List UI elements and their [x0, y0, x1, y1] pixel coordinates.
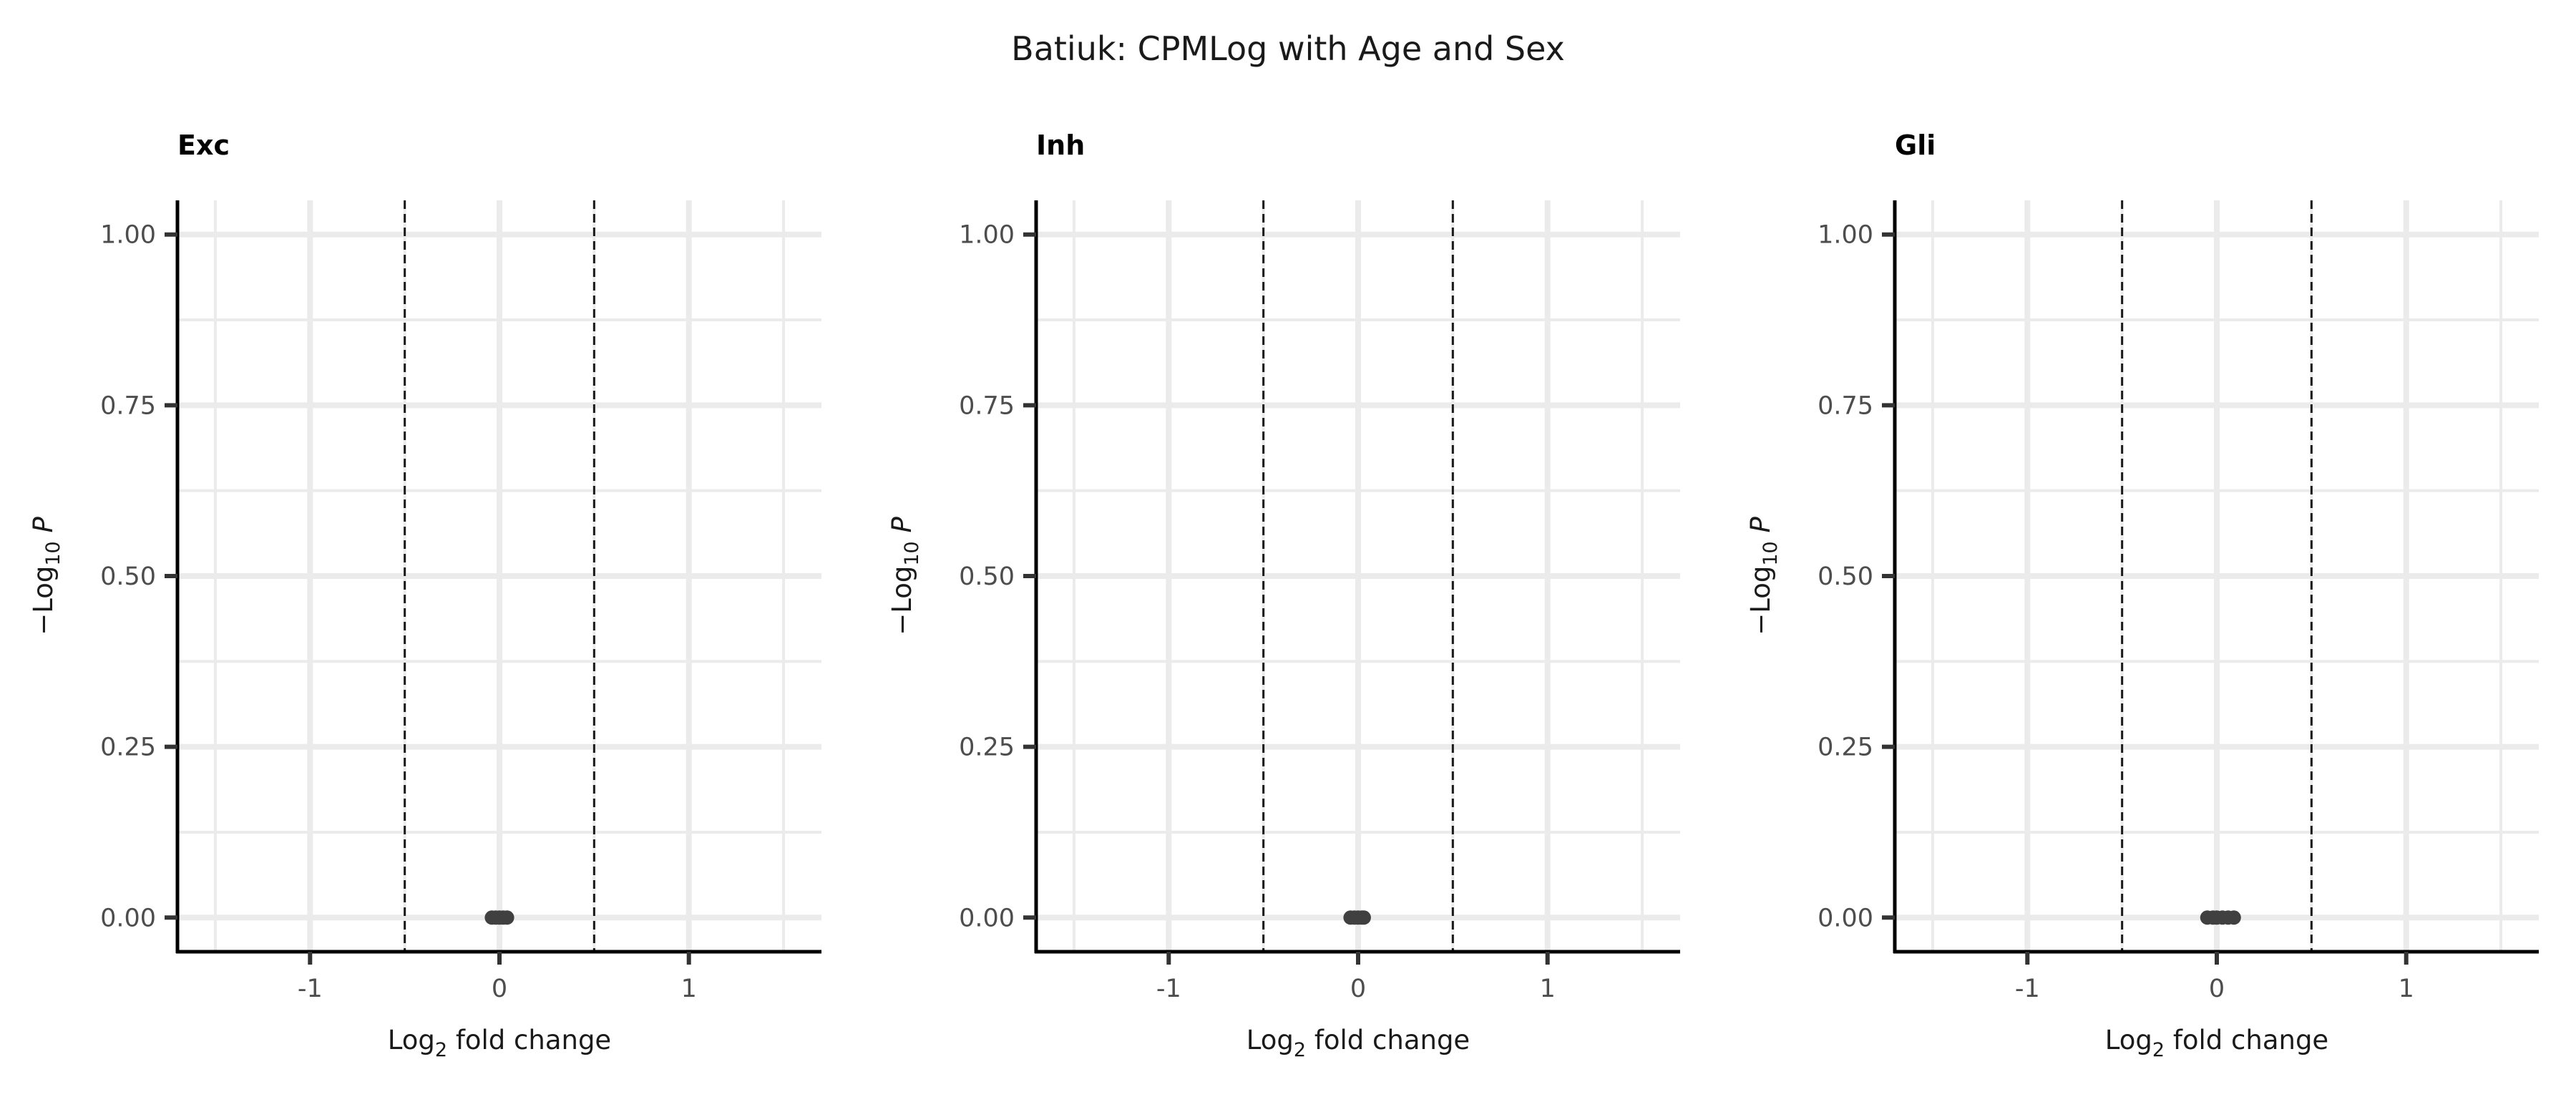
x-tick-label: 0 [2209, 975, 2225, 1003]
y-tick-label: 1.00 [100, 221, 156, 250]
chart-title: Batiuk: CPMLog with Age and Sex [1011, 29, 1565, 68]
x-tick-label: 0 [492, 975, 507, 1003]
y-tick-label: 0.75 [100, 391, 156, 420]
x-tick-label: -1 [1156, 975, 1181, 1003]
x-tick-label: -1 [298, 975, 323, 1003]
y-tick-label: 0.50 [100, 562, 156, 591]
x-tick-label: 1 [681, 975, 697, 1003]
x-axis-label: Log2 fold change [2105, 1025, 2328, 1061]
data-point [2226, 910, 2241, 925]
data-point [1356, 910, 1371, 925]
y-tick-label: 0.25 [959, 733, 1015, 762]
data-point [499, 910, 514, 925]
facet-title: Exc [177, 130, 230, 161]
y-tick-label: 0.25 [1818, 733, 1873, 762]
facet-title: Gli [1895, 130, 1936, 161]
facet-panel-exc: Exc 0.00 0.25 0.50 0.75 1.00 -1 0 1 Log2 fold cha… [28, 130, 821, 1061]
y-axis-label: −Log10 P [887, 517, 923, 635]
y-tick-label: 0.50 [959, 562, 1015, 591]
x-tick-label: 1 [2399, 975, 2414, 1003]
y-tick-label: 0.75 [1818, 391, 1873, 420]
x-tick-label: 1 [1540, 975, 1556, 1003]
y-axis-label: −Log10 P [1745, 517, 1782, 635]
facet-panel-gli: Gli 0.00 0.25 0.50 0.75 1.00 -1 0 1 Log2 fold cha… [1745, 130, 2539, 1061]
y-tick-label: 0.00 [100, 904, 156, 932]
facet-title: Inh [1036, 130, 1085, 161]
y-tick-label: 1.00 [959, 221, 1015, 250]
facet-panels: Exc 0.00 0.25 0.50 0.75 1.00 -1 0 1 Log2 fold cha… [28, 130, 2539, 1061]
y-axis-label: −Log10 P [28, 517, 64, 635]
y-tick-label: 1.00 [1818, 221, 1873, 250]
x-axis-label: Log2 fold change [388, 1025, 611, 1061]
x-tick-label: 0 [1350, 975, 1366, 1003]
y-tick-label: 0.50 [1818, 562, 1873, 591]
x-axis-label: Log2 fold change [1246, 1025, 1470, 1061]
y-tick-label: 0.25 [100, 733, 156, 762]
y-tick-label: 0.00 [1818, 904, 1873, 932]
x-tick-label: -1 [2015, 975, 2040, 1003]
y-tick-label: 0.00 [959, 904, 1015, 932]
y-tick-label: 0.75 [959, 391, 1015, 420]
facet-panel-inh: Inh 0.00 0.25 0.50 0.75 1.00 -1 0 1 Log2 fold cha… [887, 130, 1680, 1061]
